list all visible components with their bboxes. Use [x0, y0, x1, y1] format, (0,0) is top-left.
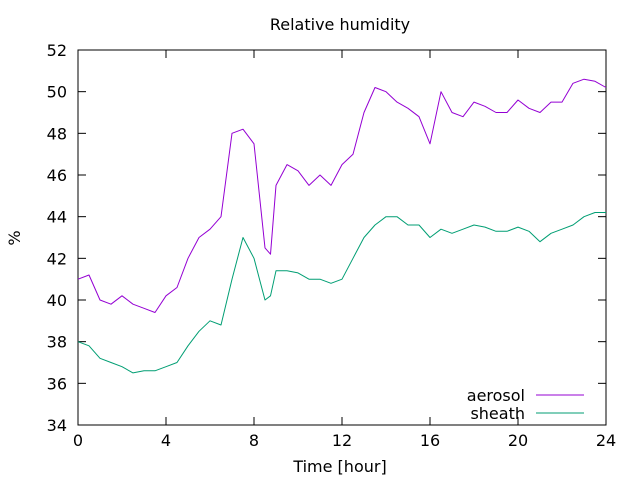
series-layer [77, 78, 607, 374]
y-tick-label: 42 [47, 249, 67, 268]
y-tick-label: 36 [47, 374, 67, 393]
y-tick-label: 34 [47, 416, 67, 435]
y-tick-label: 38 [47, 333, 67, 352]
x-axis-label: Time [hour] [292, 457, 386, 476]
y-tick-label: 46 [47, 166, 67, 185]
y-tick-label: 40 [47, 291, 67, 310]
y-tick-label: 50 [47, 83, 67, 102]
chart-title: Relative humidity [270, 15, 410, 34]
x-tick-label: 24 [596, 431, 616, 450]
y-tick-label: 48 [47, 124, 67, 143]
x-tick-label: 12 [332, 431, 352, 450]
x-tick-label: 8 [249, 431, 259, 450]
x-tick-label: 20 [508, 431, 528, 450]
series-line-sheath [77, 212, 606, 374]
x-tick-label: 4 [161, 431, 171, 450]
y-tick-label: 52 [47, 41, 67, 60]
legend-label-aerosol: aerosol [467, 386, 525, 405]
x-tick-label: 0 [73, 431, 83, 450]
series-line-aerosol [77, 78, 607, 313]
x-tick-label: 16 [420, 431, 440, 450]
y-tick-label: 44 [47, 208, 67, 227]
legend-label-sheath: sheath [470, 404, 525, 423]
y-axis-label: % [5, 230, 24, 245]
